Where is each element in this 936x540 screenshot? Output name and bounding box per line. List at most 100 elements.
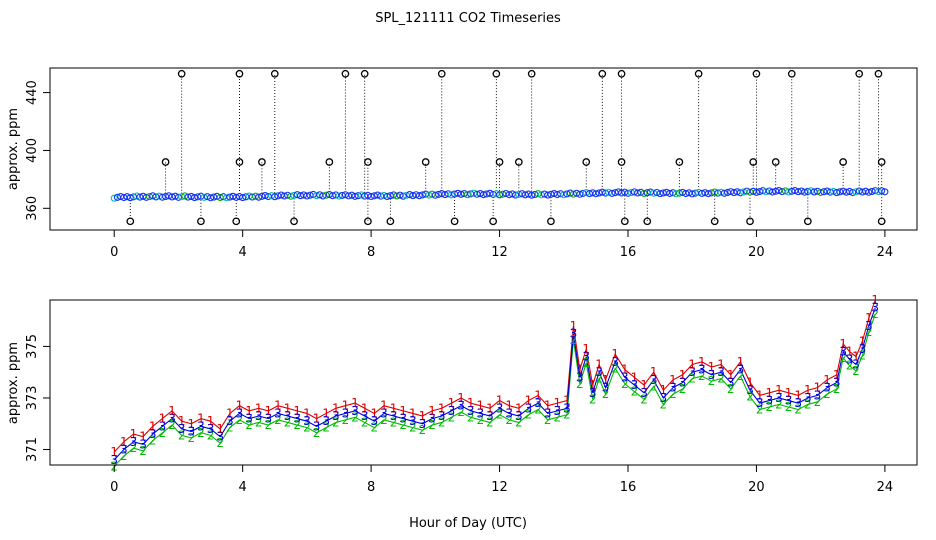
series-point-2: 2 bbox=[255, 415, 263, 429]
series-point-3: 3 bbox=[149, 427, 157, 441]
spike-point-low bbox=[290, 217, 298, 226]
series-point-2: 2 bbox=[582, 356, 590, 370]
series-point-2: 2 bbox=[794, 403, 802, 417]
series-point-2: 2 bbox=[595, 372, 603, 386]
series-point-1: 1 bbox=[570, 319, 578, 333]
baseline-point bbox=[785, 188, 793, 196]
series-point-2: 2 bbox=[457, 405, 465, 419]
series-point-2: 2 bbox=[149, 434, 157, 448]
series-point-2: 2 bbox=[871, 307, 879, 321]
series-point-1: 1 bbox=[120, 435, 128, 449]
spike-point-high bbox=[437, 69, 446, 78]
series-point-3: 3 bbox=[322, 414, 330, 428]
series-point-3: 3 bbox=[563, 401, 571, 415]
series-point-2: 2 bbox=[570, 333, 578, 347]
series-point-1: 1 bbox=[823, 373, 831, 387]
series-point-2: 2 bbox=[621, 377, 629, 391]
series-point-3: 3 bbox=[534, 396, 542, 410]
chart-title: SPL_121111 CO2 Timeseries bbox=[375, 11, 561, 26]
series-point-2: 2 bbox=[197, 426, 205, 440]
baseline-point bbox=[415, 192, 423, 200]
series-point-1: 1 bbox=[708, 360, 716, 374]
spike-point-high bbox=[694, 69, 703, 78]
baseline-point bbox=[158, 193, 166, 201]
series-point-1: 1 bbox=[852, 350, 860, 364]
series-point-3: 3 bbox=[737, 363, 745, 377]
series-point-1: 1 bbox=[274, 399, 282, 413]
series-point-1: 1 bbox=[255, 401, 263, 415]
spike-point-mid bbox=[514, 158, 523, 166]
baseline-point bbox=[479, 191, 488, 199]
baseline-point bbox=[624, 189, 632, 197]
spike-point-low bbox=[386, 217, 395, 226]
series-point-3: 3 bbox=[457, 399, 465, 413]
series-point-1: 1 bbox=[785, 386, 793, 400]
series-point-1: 1 bbox=[342, 399, 350, 413]
baseline-point bbox=[223, 194, 231, 202]
series-point-3: 3 bbox=[110, 453, 118, 467]
spike-point-mid bbox=[839, 158, 847, 166]
series-point-3: 3 bbox=[765, 394, 773, 408]
spike-point-high bbox=[360, 69, 369, 78]
series-point-1: 1 bbox=[534, 388, 542, 402]
series-point-2: 2 bbox=[756, 403, 764, 417]
series-point-2: 2 bbox=[187, 431, 195, 445]
baseline-point bbox=[720, 189, 728, 197]
spike-point-low bbox=[710, 217, 719, 226]
series-point-2: 2 bbox=[399, 418, 407, 432]
series-point-3: 3 bbox=[236, 406, 244, 420]
series-point-3: 3 bbox=[602, 381, 610, 395]
series-point-1: 1 bbox=[833, 368, 841, 382]
top-panel: 0 4 8 12 16 20 24 360 400 440 approx. ppm bbox=[6, 67, 918, 260]
series-point-1: 1 bbox=[371, 406, 379, 420]
bottom-y-tick-label: 371 bbox=[25, 437, 40, 462]
series-point-3: 3 bbox=[544, 406, 552, 420]
spike-point-low bbox=[746, 217, 754, 226]
series-point-2: 2 bbox=[476, 413, 484, 427]
baseline-point bbox=[817, 188, 825, 196]
spike-point-high bbox=[527, 69, 536, 78]
series-point-3: 3 bbox=[139, 437, 147, 451]
spike-point-low bbox=[620, 217, 629, 226]
series-point-1: 1 bbox=[332, 401, 340, 415]
spike-point-mid bbox=[421, 158, 430, 166]
series-point-2: 2 bbox=[631, 385, 639, 399]
series-point-2: 2 bbox=[351, 410, 359, 424]
baseline-point bbox=[608, 189, 616, 197]
series-point-3: 3 bbox=[245, 412, 253, 426]
spike-point-high bbox=[874, 69, 883, 78]
series-point-3: 3 bbox=[794, 396, 802, 410]
baseline-point bbox=[849, 188, 857, 197]
series-point-3: 3 bbox=[476, 406, 484, 420]
series-point-3: 3 bbox=[178, 422, 186, 436]
bottom-x-tick-label: 0 bbox=[110, 480, 118, 495]
series-point-2: 2 bbox=[859, 348, 867, 362]
baseline-point bbox=[704, 190, 712, 198]
baseline-point bbox=[576, 190, 584, 198]
series-point-3: 3 bbox=[576, 370, 584, 384]
baseline-point bbox=[367, 192, 375, 201]
bottom-x-tick-label: 24 bbox=[877, 480, 894, 495]
series-point-2: 2 bbox=[589, 392, 597, 406]
series-point-2: 2 bbox=[525, 408, 533, 422]
series-point-2: 2 bbox=[486, 415, 494, 429]
series-point-2: 2 bbox=[602, 387, 610, 401]
series-point-2: 2 bbox=[544, 413, 552, 427]
spike-point-high bbox=[492, 69, 501, 78]
series-point-1: 1 bbox=[476, 399, 484, 413]
series-point-1: 1 bbox=[496, 394, 504, 408]
series-point-1: 1 bbox=[486, 401, 494, 415]
series-point-2: 2 bbox=[293, 418, 301, 432]
series-point-3: 3 bbox=[698, 363, 706, 377]
series-point-1: 1 bbox=[399, 404, 407, 418]
baseline-point bbox=[528, 191, 536, 199]
series-point-2: 2 bbox=[178, 428, 186, 442]
series-point-2: 2 bbox=[785, 400, 793, 414]
bottom-y-tick-label: 373 bbox=[25, 386, 40, 411]
series-point-1: 1 bbox=[159, 412, 167, 426]
baseline-point bbox=[865, 188, 873, 196]
series-point-2: 2 bbox=[775, 397, 783, 411]
series-point-3: 3 bbox=[679, 376, 687, 390]
series-point-3: 3 bbox=[351, 404, 359, 418]
